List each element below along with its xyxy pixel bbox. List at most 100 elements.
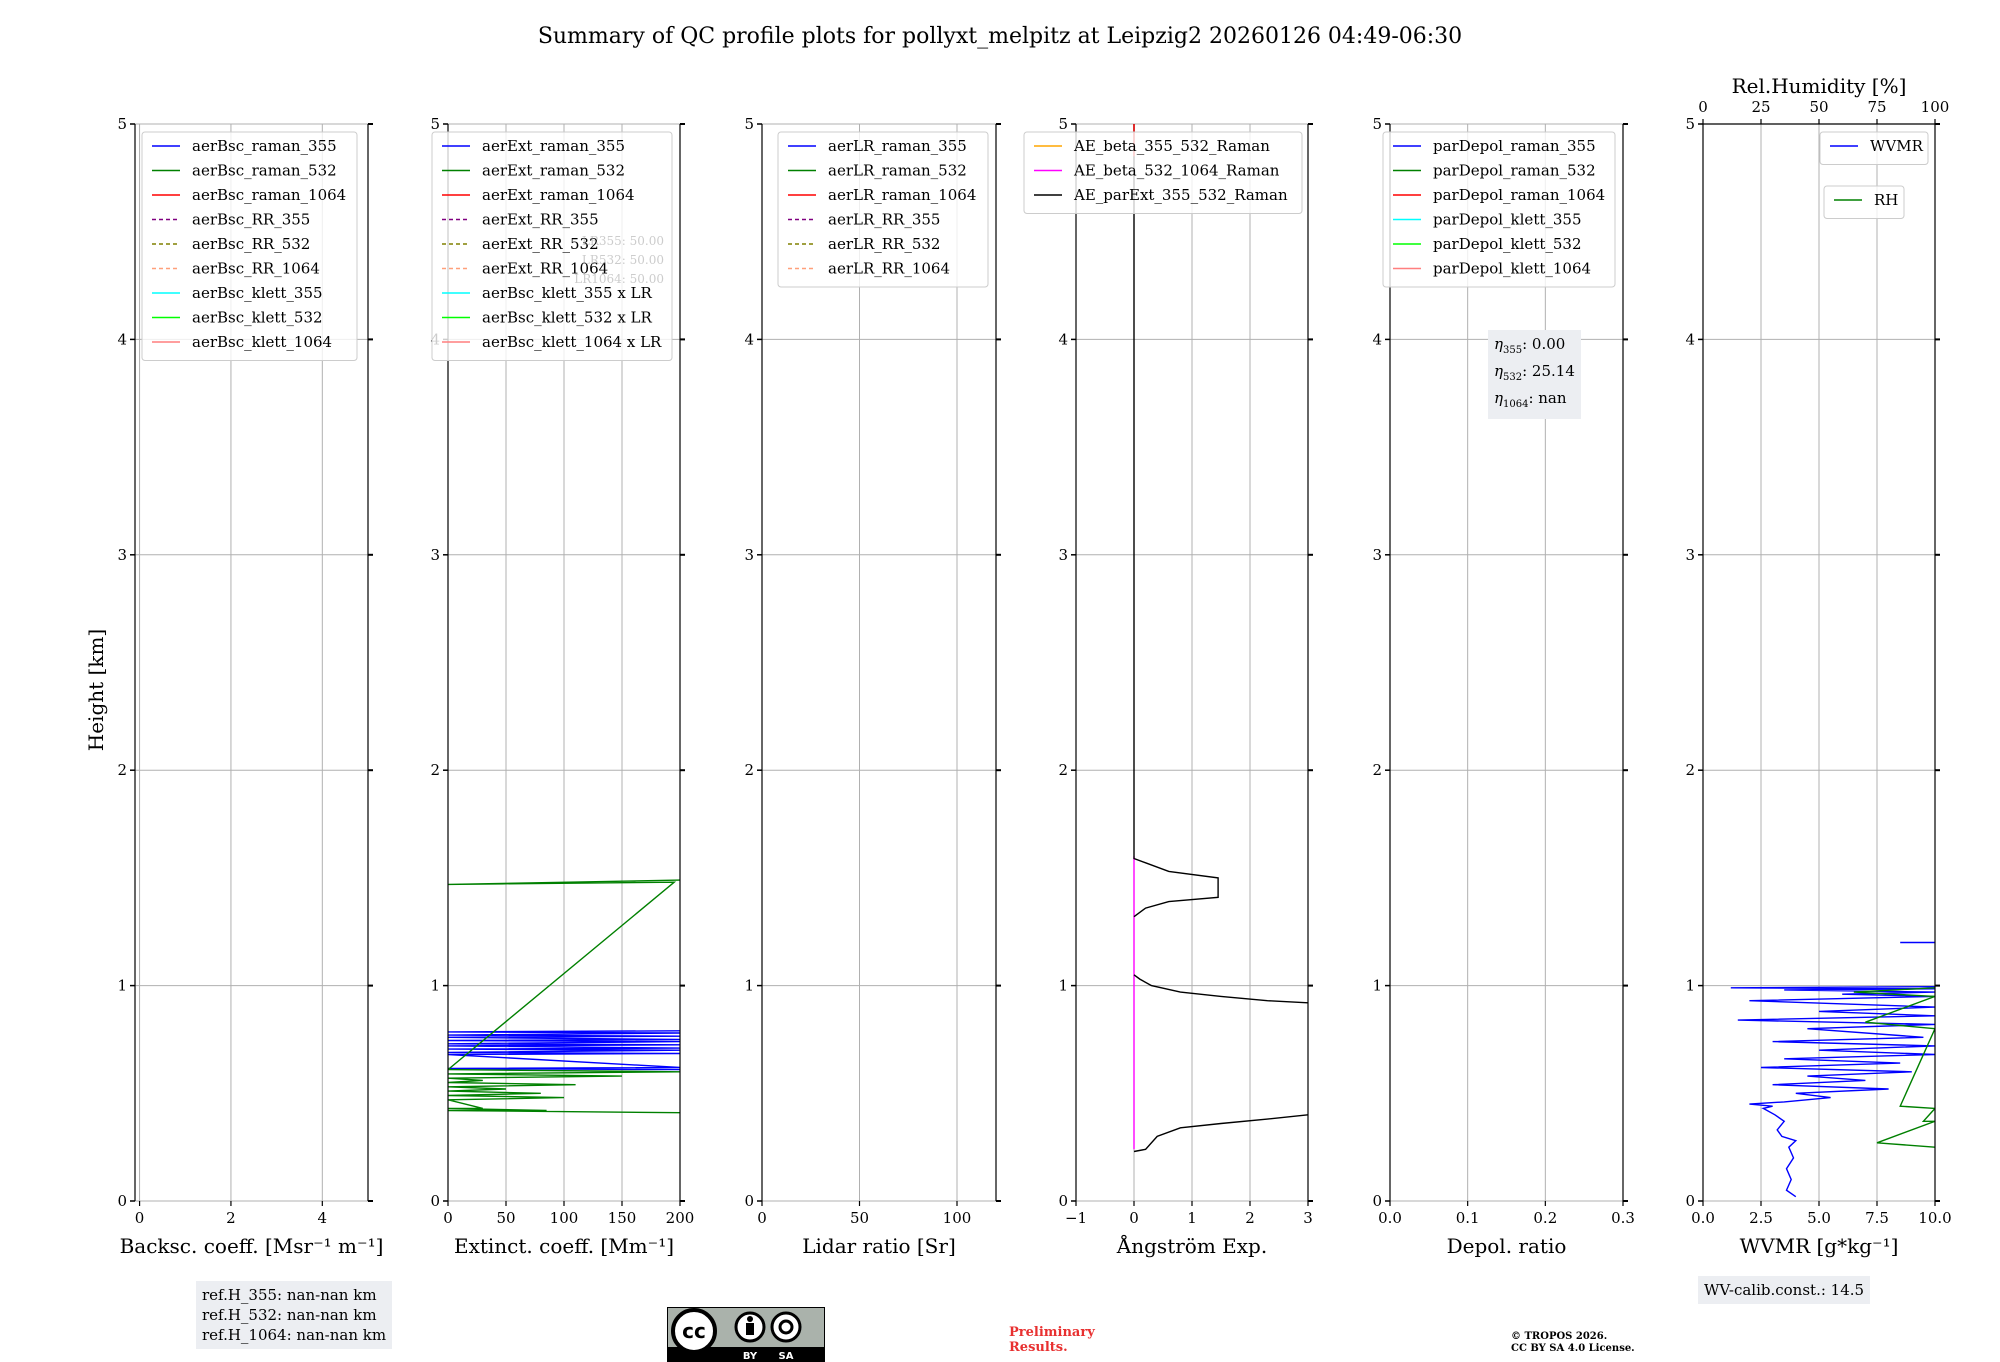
share-alike-icon (770, 1311, 802, 1343)
depol-legend-item-5: parDepol_klett_1064 (1433, 260, 1591, 278)
ref-height-355: ref.H_355: nan-nan km (202, 1286, 377, 1304)
wvmr-ytick-0: 0 (1685, 1192, 1695, 1210)
backscatter-ytick-3: 3 (117, 546, 127, 564)
lidar-ratio-ytick-0: 0 (744, 1192, 754, 1210)
depol-ytick-4: 4 (1372, 330, 1382, 348)
wvmr-legend-item-0: WVMR (1870, 137, 1924, 155)
wvmr-ytick-4: 4 (1685, 330, 1695, 348)
extinction-series-1-aerExt_raman_532 (448, 879, 680, 1114)
wvmr-ytick-5: 5 (1685, 115, 1695, 133)
eta-532: η532: 25.14 (1494, 362, 1575, 383)
lidar-ratio-legend-item-1: aerLR_raman_532 (828, 162, 967, 180)
extinction-ytick-5: 5 (430, 115, 440, 133)
extinction-lr-annotation-1: LR532: 50.00 (582, 253, 664, 267)
extinction-lr-annotation-0: LR355: 50.00 (582, 234, 664, 248)
angstrom-xtick-1: 0 (1129, 1209, 1139, 1227)
eta-1064: η1064: nan (1494, 389, 1567, 410)
angstrom-xtick-3: 2 (1245, 1209, 1255, 1227)
backscatter-legend-item-1: aerBsc_raman_532 (192, 162, 337, 180)
depol-xtick-3: 0.3 (1611, 1209, 1635, 1227)
depol-legend-item-2: parDepol_raman_1064 (1433, 186, 1605, 204)
extinction-legend-item-1: aerExt_raman_532 (482, 162, 625, 180)
wvmr-x2tick-4: 100 (1921, 98, 1950, 116)
depol-xlabel: Depol. ratio (1447, 1234, 1567, 1258)
extinction-xtick-2: 100 (550, 1209, 579, 1227)
backscatter-legend (141, 131, 358, 361)
wv-calib-constant: WV-calib.const.: 14.5 (1704, 1281, 1865, 1299)
wvmr-x2tick-2: 50 (1809, 98, 1828, 116)
preliminary-note: Preliminary Results. (1009, 1325, 1095, 1355)
angstrom-ytick-3: 3 (1058, 546, 1068, 564)
angstrom-series-2-AE_parExt_355_532_Raman (1133, 974, 1308, 1004)
backscatter-legend-item-8: aerBsc_klett_1064 (192, 333, 332, 351)
panel-extinction: 012345050100150200Extinct. coeff. [Mm⁻¹]… (430, 115, 694, 1258)
cc-circle-icon (671, 1308, 717, 1354)
lidar-ratio-legend-item-2: aerLR_raman_1064 (828, 186, 976, 204)
extinction-xtick-0: 0 (443, 1209, 453, 1227)
angstrom-series-1-AE_parExt_355_532_Raman (1133, 1114, 1308, 1153)
copyright-note: © TROPOS 2026. CC BY SA 4.0 License. (1511, 1331, 1635, 1354)
depol-legend-item-0: parDepol_raman_355 (1433, 137, 1596, 155)
angstrom-ytick-0: 0 (1058, 1192, 1068, 1210)
extinction-legend-item-3: aerExt_RR_355 (482, 211, 599, 229)
angstrom-xtick-4: 3 (1303, 1209, 1313, 1227)
backscatter-ytick-0: 0 (117, 1192, 127, 1210)
depol-xtick-2: 0.2 (1533, 1209, 1557, 1227)
backscatter-xtick-2: 4 (318, 1209, 328, 1227)
extinction-legend-item-5: aerExt_RR_1064 (482, 260, 608, 278)
depol-legend-item-1: parDepol_raman_532 (1433, 162, 1596, 180)
backscatter-ytick-2: 2 (117, 761, 127, 779)
wvmr-ytick-3: 3 (1685, 546, 1695, 564)
extinction-lr-annotation-2: LR1064: 50.00 (574, 272, 664, 286)
ref-height-532: ref.H_532: nan-nan km (202, 1306, 377, 1324)
extinction-legend-item-0: aerExt_raman_355 (482, 137, 625, 155)
wvmr-x2tick-0: 0 (1698, 98, 1708, 116)
cc-license-badge: cc BY SA (667, 1307, 825, 1362)
lidar-ratio-legend-item-3: aerLR_RR_355 (828, 211, 940, 229)
wvmr-xtick-3: 7.5 (1865, 1209, 1889, 1227)
depol-legend-item-4: parDepol_klett_532 (1433, 235, 1582, 253)
lidar-ratio-ytick-3: 3 (744, 546, 754, 564)
extinction-xtick-3: 150 (608, 1209, 637, 1227)
backscatter-legend-item-2: aerBsc_raman_1064 (192, 186, 346, 204)
cc-by-label: BY (743, 1351, 758, 1362)
extinction-ytick-2: 2 (430, 761, 440, 779)
extinction-series-0-aerExt_raman_355 (448, 1030, 680, 1071)
wvmr-ytick-2: 2 (1685, 761, 1695, 779)
extinction-ytick-1: 1 (430, 977, 440, 995)
backscatter-ytick-4: 4 (117, 330, 127, 348)
lidar-ratio-xtick-1: 50 (850, 1209, 869, 1227)
lidar-ratio-legend-item-0: aerLR_raman_355 (828, 137, 967, 155)
extinction-ytick-3: 3 (430, 546, 440, 564)
depol-xtick-0: 0.0 (1378, 1209, 1402, 1227)
extinction-legend (431, 131, 673, 361)
depol-ytick-5: 5 (1372, 115, 1382, 133)
lidar-ratio-legend-item-4: aerLR_RR_532 (828, 235, 940, 253)
lidar-ratio-xtick-2: 100 (943, 1209, 972, 1227)
panel-wvmr: 0 1 2 3 4 5 0.0 2.5 5.0 7.5 10.0 WVMR [g*kg⁻¹] 0 25 50… (1685, 74, 1951, 1258)
svg-text:cc: cc (682, 1319, 706, 1343)
depol-xtick-1: 0.1 (1456, 1209, 1480, 1227)
wv-calib-box: WV-calib.const.: 14.5 (1698, 1276, 1871, 1304)
lidar-ratio-legend-item-5: aerLR_RR_1064 (828, 260, 950, 278)
panel-backscatter: 0 1 2 3 4 5 0 2 4 Backsc. coeff. [Msr⁻¹ m⁻¹] aerBs… (117, 115, 383, 1258)
extinction-legend-item-7: aerBsc_klett_532 x LR (482, 309, 653, 327)
wvmr-x2tick-1: 25 (1751, 98, 1770, 116)
backscatter-legend-item-4: aerBsc_RR_532 (192, 235, 310, 253)
backscatter-legend-item-0: aerBsc_raman_355 (192, 137, 337, 155)
wvmr-xtick-0: 0.0 (1691, 1209, 1715, 1227)
eta-box: η355: 0.00 η532: 25.14 η1064: nan (1488, 330, 1581, 419)
lidar-ratio-ytick-5: 5 (744, 115, 754, 133)
depol-ytick-0: 0 (1372, 1192, 1382, 1210)
wvmr-rh-legend (1823, 185, 1905, 219)
figure-title: Summary of QC profile plots for pollyxt_… (538, 24, 1462, 49)
angstrom-legend-item-0: AE_beta_355_532_Raman (1073, 137, 1270, 155)
angstrom-xtick-0: −1 (1065, 1209, 1087, 1227)
cc-sa-label: SA (779, 1351, 794, 1362)
backscatter-legend-item-7: aerBsc_klett_532 (192, 309, 323, 327)
wvmr-series-0-WVMR (1730, 986, 1935, 1198)
angstrom-legend-item-2: AE_parExt_355_532_Raman (1073, 186, 1288, 204)
